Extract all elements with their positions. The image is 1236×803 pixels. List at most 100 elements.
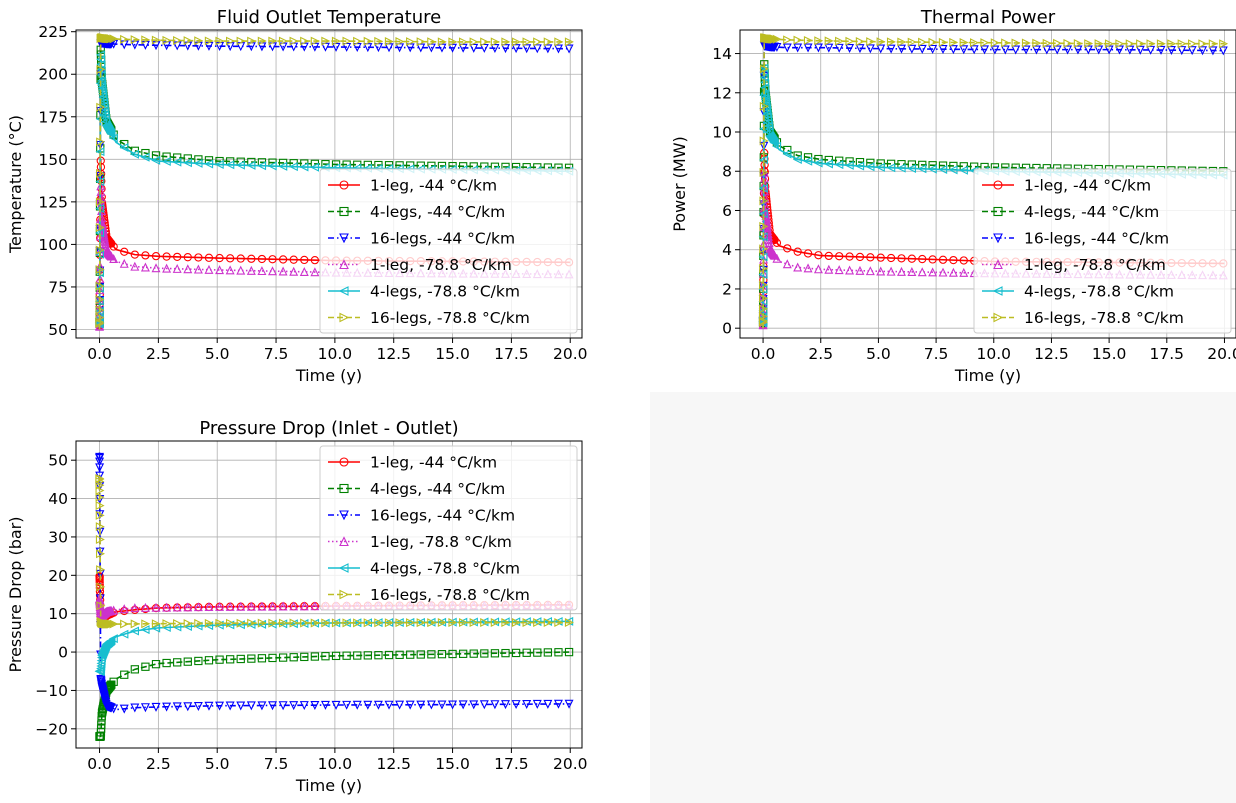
legend-label: 4-legs, -44 °C/km <box>1024 203 1159 221</box>
data-point <box>162 702 172 712</box>
data-point <box>289 601 299 611</box>
x-tick-label: 0.0 <box>751 345 776 363</box>
legend-label: 16-legs, -44 °C/km <box>1024 230 1169 248</box>
data-point <box>949 255 958 265</box>
x-tick-label: 17.5 <box>1150 345 1185 363</box>
data-point <box>172 702 182 712</box>
data-point <box>938 37 948 47</box>
data-point <box>500 617 510 627</box>
data-point <box>225 601 235 611</box>
data-point <box>1167 39 1177 49</box>
chart-title: Thermal Power <box>920 7 1056 28</box>
data-point <box>374 618 384 628</box>
data-point <box>204 36 214 46</box>
x-axis-label: Time (y) <box>295 776 362 795</box>
data-point <box>844 160 854 170</box>
data-point <box>759 167 769 177</box>
data-point <box>215 36 225 46</box>
data-point <box>406 618 416 628</box>
legend-entry: 4-legs, -44 °C/km <box>328 203 505 221</box>
data-point <box>247 254 256 263</box>
x-tick-label: 12.5 <box>376 345 411 363</box>
data-point <box>236 618 246 628</box>
legend-entry: 4-legs, -44 °C/km <box>982 203 1159 221</box>
data-point <box>564 618 574 628</box>
data-point <box>300 36 310 46</box>
x-tick-label: 0.0 <box>87 345 112 363</box>
data-point <box>458 37 468 47</box>
data-point <box>876 37 886 47</box>
data-point <box>109 254 119 264</box>
data-point <box>522 618 532 628</box>
data-point <box>182 158 192 168</box>
data-point <box>119 704 129 714</box>
data-point <box>225 265 235 275</box>
data-point <box>759 64 769 74</box>
data-point <box>108 133 118 143</box>
data-point <box>96 76 106 86</box>
data-point <box>299 601 309 611</box>
data-point <box>236 36 246 46</box>
data-point <box>215 265 225 275</box>
data-point <box>533 37 543 47</box>
data-point <box>395 618 405 628</box>
data-point <box>480 37 490 47</box>
data-point <box>897 37 907 47</box>
data-point <box>215 701 225 711</box>
data-point <box>490 649 500 658</box>
data-point <box>759 280 769 290</box>
data-point <box>770 34 780 44</box>
data-point <box>803 249 813 258</box>
data-point <box>162 252 171 261</box>
data-point <box>897 254 906 263</box>
data-point <box>1208 46 1218 56</box>
data-point <box>130 619 140 629</box>
data-point <box>759 221 769 231</box>
data-point <box>95 222 105 232</box>
data-point <box>236 654 245 664</box>
data-point <box>522 44 532 54</box>
data-point <box>824 251 833 261</box>
data-point <box>95 313 105 323</box>
data-point <box>469 618 479 628</box>
data-point <box>886 37 896 47</box>
data-point <box>278 619 288 629</box>
data-point <box>772 253 782 263</box>
data-point <box>1073 38 1083 48</box>
data-point <box>426 700 436 710</box>
data-point <box>1032 38 1042 48</box>
y-tick-label: 12 <box>712 84 732 102</box>
data-point <box>938 255 948 264</box>
data-point <box>845 252 854 261</box>
data-point <box>95 265 105 275</box>
data-point <box>268 255 277 264</box>
data-point <box>969 45 979 55</box>
data-point <box>236 601 246 611</box>
y-tick-label: 14 <box>712 45 732 63</box>
x-tick-label: 2.5 <box>146 755 171 773</box>
data-point <box>959 45 969 55</box>
data-point <box>511 700 521 710</box>
legend-label: 4-legs, -44 °C/km <box>370 480 505 498</box>
data-point <box>151 702 161 712</box>
data-point <box>130 603 140 613</box>
x-tick-label: 5.0 <box>205 755 230 773</box>
legend-label: 1-leg, -78.8 °C/km <box>370 256 512 274</box>
data-point <box>130 261 140 271</box>
data-point <box>469 649 478 658</box>
data-point <box>289 701 299 711</box>
data-point <box>1042 45 1052 55</box>
data-point <box>437 650 447 659</box>
data-point <box>162 619 172 629</box>
data-point <box>109 619 119 629</box>
data-point <box>151 623 161 633</box>
legend-label: 16-legs, -78.8 °C/km <box>370 586 530 604</box>
data-point <box>278 266 288 276</box>
data-point <box>289 255 298 264</box>
data-point <box>247 654 256 663</box>
data-point <box>855 161 865 171</box>
x-tick-label: 10.0 <box>318 345 353 363</box>
data-point <box>96 582 106 592</box>
y-tick-label: 40 <box>48 490 68 508</box>
y-axis-label: Temperature (°C) <box>6 115 25 254</box>
